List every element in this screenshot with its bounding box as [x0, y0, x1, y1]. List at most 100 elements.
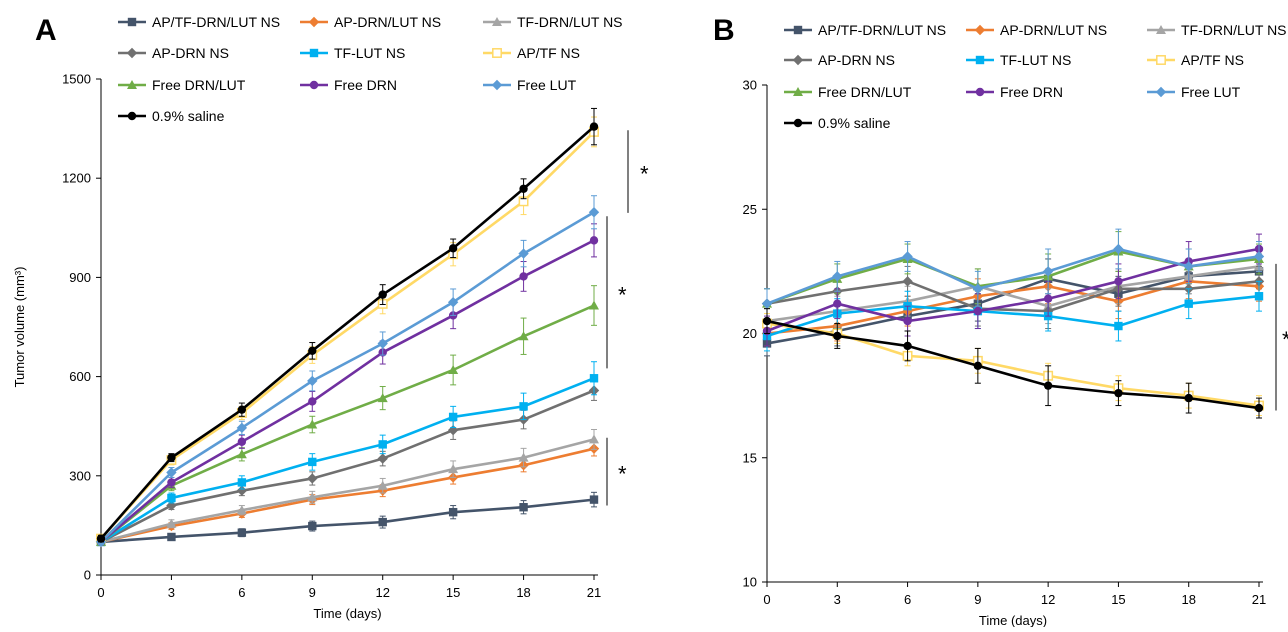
legend-swatch-marker — [793, 87, 803, 96]
data-point — [166, 518, 177, 528]
data-point — [1254, 403, 1264, 413]
significance-star: * — [618, 462, 627, 487]
data-point — [903, 341, 912, 351]
data-point — [1043, 381, 1053, 390]
data-point — [1114, 277, 1123, 286]
legend-entry: AP-DRN/LUT NS — [1000, 22, 1107, 38]
y-tick-label: 30 — [743, 78, 757, 93]
data-point — [518, 331, 529, 341]
data-point — [377, 480, 388, 490]
series-line — [766, 280, 1260, 313]
data-point — [589, 434, 599, 444]
data-point — [589, 300, 599, 310]
y-tick-label: 25 — [743, 202, 757, 217]
legend-entry: TF-DRN/LUT NS — [517, 14, 623, 30]
data-point — [519, 184, 528, 193]
legend-entry: 0.9% saline — [152, 108, 225, 124]
series-9 — [762, 308, 1264, 419]
data-point — [902, 251, 913, 262]
legend-swatch-marker — [1156, 55, 1166, 65]
data-point — [307, 375, 318, 387]
series-9 — [96, 107, 599, 543]
legend-entry: Free LUT — [517, 77, 577, 93]
legend-swatch-marker — [1155, 86, 1167, 98]
data-point — [1254, 292, 1264, 301]
series-line — [766, 319, 1260, 410]
data-point — [308, 397, 317, 406]
data-point — [973, 361, 983, 371]
data-point — [902, 276, 913, 287]
data-point — [377, 338, 388, 349]
legend-swatch-marker — [492, 48, 502, 58]
data-point — [237, 405, 247, 414]
data-point — [589, 495, 599, 504]
data-point — [519, 402, 528, 411]
x-axis-title: Time (days) — [979, 613, 1047, 627]
significance-star: * — [1282, 327, 1288, 352]
data-point — [378, 517, 387, 527]
series-line — [100, 125, 595, 540]
series-line — [100, 438, 595, 544]
panel-letter: B — [713, 14, 735, 47]
legend-entry: Free DRN/LUT — [152, 77, 246, 93]
data-point — [448, 464, 459, 474]
panel-letter: A — [35, 14, 57, 47]
series-line — [100, 130, 595, 540]
data-point — [1114, 388, 1123, 398]
legend-swatch-marker — [491, 79, 503, 91]
series-line — [100, 389, 595, 544]
x-tick-label: 18 — [1181, 592, 1195, 607]
series-line — [100, 211, 595, 543]
significance-star: * — [618, 282, 627, 307]
x-tick-label: 6 — [904, 592, 911, 607]
legend-entry: AP-DRN NS — [818, 52, 895, 68]
data-point — [378, 440, 387, 449]
legend-swatch-marker — [126, 47, 138, 59]
y-tick-label: 1500 — [62, 72, 91, 87]
data-point — [833, 299, 842, 308]
legend-entry: TF-LUT NS — [1000, 52, 1071, 68]
data-point — [903, 316, 912, 326]
data-point — [236, 505, 247, 515]
data-point — [308, 457, 317, 467]
x-tick-label: 18 — [516, 585, 530, 600]
y-tick-label: 600 — [69, 369, 91, 384]
y-tick-label: 900 — [69, 270, 91, 285]
x-tick-label: 12 — [375, 585, 389, 600]
series-4 — [96, 361, 599, 547]
series-line — [100, 377, 595, 544]
data-point — [308, 521, 317, 531]
data-point — [519, 503, 528, 512]
legend-swatch-marker — [127, 80, 137, 89]
series-line — [766, 294, 1260, 338]
x-axis-title: Time (days) — [313, 606, 381, 621]
data-point — [307, 492, 318, 502]
data-point — [589, 374, 599, 383]
data-point — [236, 422, 248, 434]
x-tick-label: 9 — [974, 592, 981, 607]
data-point — [1253, 251, 1265, 262]
data-point — [448, 412, 458, 422]
legend-entry: Free LUT — [1181, 84, 1241, 100]
data-point — [762, 316, 772, 326]
data-point — [1114, 321, 1123, 331]
x-tick-label: 3 — [168, 585, 175, 600]
legend-entry: AP/TF NS — [517, 45, 580, 61]
data-point — [833, 331, 842, 341]
data-point — [167, 453, 176, 462]
series-line — [766, 247, 1260, 305]
data-point — [236, 485, 248, 496]
x-tick-label: 0 — [763, 592, 770, 607]
data-point — [167, 532, 176, 542]
legend-entry: TF-DRN/LUT NS — [1181, 22, 1287, 38]
data-point — [237, 528, 247, 537]
legend-entry: Free DRN/LUT — [818, 84, 912, 100]
series-2 — [96, 429, 599, 546]
data-point — [166, 467, 177, 478]
x-tick-label: 15 — [446, 585, 460, 600]
legend-swatch-marker — [127, 17, 137, 27]
data-point — [832, 271, 843, 282]
legend: AP/TF-DRN/LUT NS AP-DRN/LUT NS TF-DRN/LUT … — [118, 14, 623, 124]
data-point — [448, 364, 459, 374]
data-point — [236, 449, 247, 459]
